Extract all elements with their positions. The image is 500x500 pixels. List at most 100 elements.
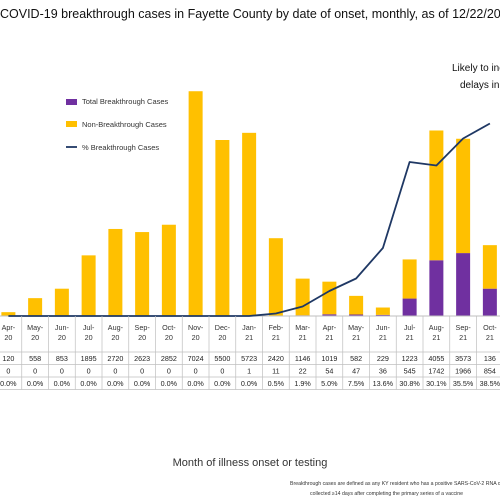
bar-non-breakthrough [215,140,230,316]
table-cell: 5723 [241,354,257,363]
table-cell: 0.5% [268,379,285,388]
table-cell: 38.5% [480,379,500,388]
table-cell: 7024 [188,354,204,363]
table-cell: 120 [2,354,14,363]
table-cell: 1895 [81,354,97,363]
bar-non-breakthrough [482,245,497,289]
table-cell: 0 [113,367,117,376]
table-cell: 35.5% [453,379,474,388]
table-cell: 0 [60,367,64,376]
percent-breakthrough-line [8,122,491,317]
bar-breakthrough [429,260,444,316]
x-tick-label: Oct-21 [483,323,497,342]
bar-non-breakthrough [188,91,203,317]
annotation: Likely to increase due to delays in repo… [452,60,500,94]
table-cell: 36 [379,367,387,376]
legend-swatch-non-breakthrough [66,121,77,127]
x-tick-label: May-20 [27,323,44,342]
x-tick-label: Aug-21 [429,323,445,342]
x-tick-label: Oct-20 [162,323,176,342]
table-cell: 30.1% [426,379,447,388]
bar-non-breakthrough [349,295,364,315]
table-cell: 2623 [134,354,150,363]
x-tick-label: Aug-20 [108,323,124,342]
table-cell: 0 [167,367,171,376]
bar-non-breakthrough [295,278,310,316]
table-cell: 0 [220,367,224,376]
table-cell: 1 [247,367,251,376]
table-cell: 22 [299,367,307,376]
table-cell: 0.0% [241,379,258,388]
x-tick-label: Feb-21 [268,323,283,342]
table-cell: 2720 [107,354,123,363]
table-cell: 0.0% [54,379,71,388]
annotation-line: delays in reporting [460,80,500,91]
bar-non-breakthrough [268,238,283,316]
table-cell: 229 [377,354,389,363]
table-cell: 0.0% [107,379,124,388]
table-cell: 0 [87,367,91,376]
legend-label: Total Breakthrough Cases [82,97,169,106]
table-cell: 1.9% [294,379,311,388]
bar-breakthrough [402,298,417,316]
bar-non-breakthrough [456,138,471,254]
table-cell: 582 [350,354,362,363]
x-tick-label: Dec-20 [215,323,231,342]
table-cell: 3573 [455,354,471,363]
footnote-line: collected ≥14 days after completing the … [310,491,464,497]
table-cell: 0 [140,367,144,376]
x-tick-label: Jul-21 [404,323,416,342]
table-cell: 0 [33,367,37,376]
table-cell: 0.0% [214,379,231,388]
x-tick-label: Apr-21 [323,323,337,342]
bar-non-breakthrough [429,130,444,261]
annotation-line: Likely to increase due to [452,63,500,74]
table-cell: 1146 [295,354,310,363]
bar-non-breakthrough [54,288,69,316]
bar-non-breakthrough [135,232,150,316]
table-cell: 0 [6,367,10,376]
x-tick-label: Mar-21 [295,323,310,342]
bar-non-breakthrough [108,228,123,316]
bar-non-breakthrough [322,281,337,315]
bar-breakthrough [349,314,364,316]
x-tick-label: Jul-20 [83,323,95,342]
table-cell: 0.0% [27,379,44,388]
table-cell: 0.0% [134,379,151,388]
table-cell: 11 [272,367,279,376]
x-tick-label: Nov-20 [188,323,204,342]
bar-breakthrough [482,288,497,316]
bar-breakthrough [322,314,337,316]
footnote: Breakthrough cases are defined as any KY… [290,479,500,499]
bar-non-breakthrough [81,255,96,316]
x-axis-title: Month of illness onset or testing [172,457,328,469]
table-cell: 4055 [428,354,444,363]
table-cell: 854 [484,367,496,376]
x-tick-label: Jan-21 [242,323,257,342]
x-tick-label: May-21 [348,323,365,342]
table-cell: 54 [325,367,333,376]
table-cell: 0.0% [187,379,204,388]
bar-non-breakthrough [28,298,43,316]
footnote-line: Breakthrough cases are defined as any KY… [290,481,500,487]
bar-non-breakthrough [1,312,16,316]
legend-label: Non-Breakthrough Cases [82,120,167,129]
bar-breakthrough [456,253,471,316]
table-cell: 1223 [402,354,418,363]
bar-non-breakthrough [402,259,417,299]
legend-label: % Breakthrough Cases [82,143,159,152]
bar-non-breakthrough [161,224,176,316]
x-tick-label: Jun-20 [55,323,70,342]
table-cell: 5.0% [321,379,338,388]
table-cell: 0.0% [0,379,17,388]
table-cell: 1742 [428,367,444,376]
x-tick-label: Sep-20 [135,323,151,342]
bar-non-breakthrough [375,307,390,315]
table-cell: 0.0% [80,379,97,388]
table-cell: 2420 [268,354,284,363]
table-cell: 1019 [321,354,337,363]
x-tick-label: Jun-21 [376,323,391,342]
table-cell: 30.8% [399,379,420,388]
